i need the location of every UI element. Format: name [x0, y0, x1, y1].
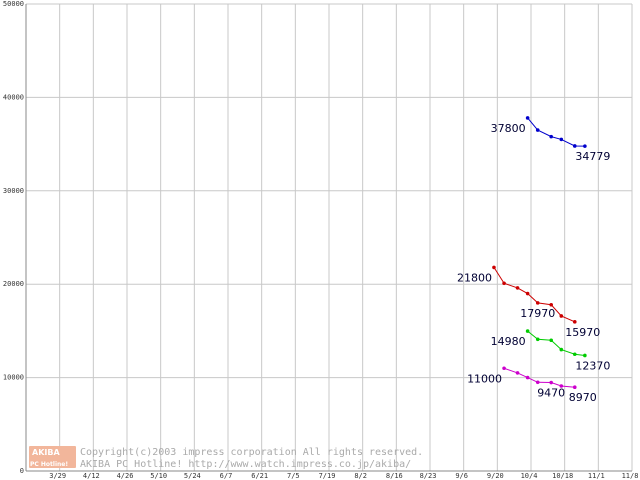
y-tick-label: 10000: [3, 374, 24, 382]
data-point: [549, 380, 553, 385]
data-point: [502, 281, 506, 286]
x-tick-label: 4/26: [117, 472, 134, 480]
data-point: [583, 353, 587, 358]
axes: [25, 4, 632, 472]
data-point: [525, 329, 530, 333]
y-tick-label: 50000: [3, 0, 24, 8]
x-tick-label: 4/12: [83, 472, 100, 480]
logo-bottom-text: PC Hotline!: [30, 461, 68, 468]
data-point: [502, 366, 506, 371]
x-tick-label: 5/10: [150, 472, 167, 480]
x-tick-label: 11/8: [622, 472, 639, 480]
data-label: 34779: [575, 150, 610, 163]
data-label: 14980: [491, 335, 526, 348]
y-tick-label: 40000: [3, 93, 24, 101]
data-point: [559, 347, 564, 352]
y-tick-label: 0: [20, 467, 24, 475]
y-tick-label: 30000: [3, 187, 24, 195]
x-tick-label: 6/21: [251, 472, 268, 480]
logo-top-text: AKIBA: [32, 448, 60, 457]
data-point: [559, 384, 564, 388]
x-tick-label: 9/6: [455, 472, 468, 480]
x-tick-label: 9/20: [487, 472, 504, 480]
data-point: [572, 144, 577, 148]
data-point: [492, 265, 496, 270]
data-labels: 37800 34779 21800 17970 15970 14980 12370 11000…: [457, 122, 610, 404]
x-tick-label: 7/19: [319, 472, 336, 480]
data-label: 21800: [457, 271, 492, 284]
x-tick-label: 10/4: [521, 472, 538, 480]
series-lines: [492, 116, 587, 390]
x-tick-label: 11/1: [588, 472, 605, 480]
data-point: [535, 380, 540, 385]
data-point: [572, 385, 577, 390]
data-point: [525, 116, 530, 120]
data-point: [572, 352, 577, 357]
x-axis-ticks: 3/29 4/12 4/26 5/10 5/24 6/7 6/21 7/5 7/19 8/2 8/1…: [49, 472, 638, 480]
data-point: [549, 134, 553, 139]
data-point: [549, 338, 553, 343]
logo-box: [29, 446, 76, 468]
x-tick-label: 5/24: [184, 472, 201, 480]
data-label: 17970: [520, 307, 555, 320]
data-point: [535, 128, 540, 132]
series-line: [527, 117, 585, 147]
x-tick-label: 10/18: [552, 472, 573, 480]
x-tick-label: 8/16: [386, 472, 403, 480]
data-label: 9470: [537, 387, 565, 400]
series-line: [493, 267, 575, 323]
data-point: [525, 291, 530, 296]
watermark: AKIBA PC Hotline! Copyright(c)2003 impre…: [29, 446, 423, 470]
data-label: 37800: [491, 122, 526, 135]
y-axis-ticks: 0 10000 20000 30000 40000 50000: [3, 0, 24, 475]
y-tick-label: 20000: [3, 280, 24, 288]
x-tick-label: 8/23: [420, 472, 437, 480]
grid-lines: [26, 3, 633, 472]
data-label: 15970: [565, 326, 600, 339]
data-point: [559, 137, 564, 142]
data-label: 8970: [569, 391, 597, 404]
data-point: [583, 144, 587, 148]
data-label: 11000: [467, 372, 502, 385]
x-tick-label: 6/7: [220, 472, 233, 480]
data-point: [515, 371, 520, 375]
data-point: [572, 320, 577, 324]
data-point: [535, 301, 540, 305]
x-tick-label: 3/29: [49, 472, 66, 480]
data-point: [549, 302, 553, 307]
x-tick-label: 8/2: [354, 472, 367, 480]
data-point: [515, 286, 520, 290]
data-point: [559, 314, 564, 318]
data-point: [535, 337, 540, 342]
data-point: [525, 375, 530, 380]
copyright-line: Copyright(c)2003 impress corporation All…: [80, 447, 423, 458]
data-label: 12370: [575, 359, 610, 372]
x-tick-label: 7/5: [287, 472, 300, 480]
url-line: AKIBA PC Hotline! http://www.watch.impre…: [80, 459, 411, 470]
